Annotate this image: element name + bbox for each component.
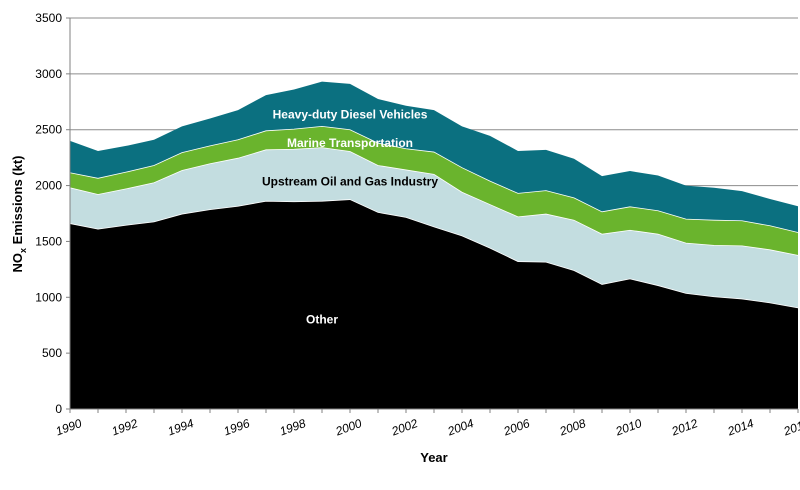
series-label: Other — [306, 313, 338, 327]
y-tick-label: 3500 — [35, 11, 62, 25]
series-label: Heavy-duty Diesel Vehicles — [273, 108, 428, 122]
series-labels: Other Upstream Oil and Gas Industry Marine… — [262, 108, 438, 327]
x-tick-label: 1998 — [278, 416, 308, 438]
x-tick-label: 1996 — [222, 416, 252, 438]
x-axis-title: Year — [420, 450, 447, 465]
series-boundary — [69, 125, 799, 233]
series-label: Upstream Oil and Gas Industry — [262, 175, 438, 189]
x-tick-label: 2004 — [445, 416, 476, 439]
y-tick-label: 1000 — [35, 290, 62, 304]
axes — [66, 17, 799, 413]
y-tick-label: 1500 — [35, 234, 62, 248]
y-tick-label: 2500 — [35, 123, 62, 137]
x-tick-label: 2000 — [333, 416, 364, 439]
x-tick-label: 1994 — [166, 416, 196, 438]
y-tick-label: 3000 — [35, 67, 62, 81]
area-upstream-oil-and-gas-industry — [70, 147, 798, 308]
x-tick-label: 1990 — [54, 416, 84, 438]
x-tick-label: 2010 — [613, 416, 644, 439]
series-label: Marine Transportation — [287, 136, 413, 150]
x-tick-label: 2006 — [501, 416, 532, 439]
x-tick-label: 2002 — [389, 416, 420, 439]
x-tick-label: 2014 — [725, 416, 756, 439]
x-tick-label: 2016 — [781, 416, 800, 439]
series-boundary — [69, 147, 799, 256]
area-series — [69, 81, 799, 409]
x-tick-label: 2012 — [669, 416, 700, 439]
y-tick-label: 500 — [42, 346, 62, 360]
y-tick-labels: 0 500 1000 1500 2000 2500 3000 3500 — [35, 11, 62, 416]
x-tick-label: 1992 — [110, 416, 140, 438]
series-boundary — [69, 199, 799, 309]
area-heavy-duty-diesel-vehicles — [70, 81, 798, 233]
x-tick-label: 2008 — [557, 416, 588, 439]
x-tick-labels: 1990 1992 1994 1996 1998 2000 2002 2004 2006 2008… — [54, 416, 800, 439]
y-tick-label: 2000 — [35, 179, 62, 193]
area-other — [70, 199, 798, 409]
area-marine-transportation — [70, 126, 798, 256]
y-axis-title: NOx Emissions (kt) — [10, 156, 28, 273]
y-tick-label: 0 — [55, 402, 62, 416]
